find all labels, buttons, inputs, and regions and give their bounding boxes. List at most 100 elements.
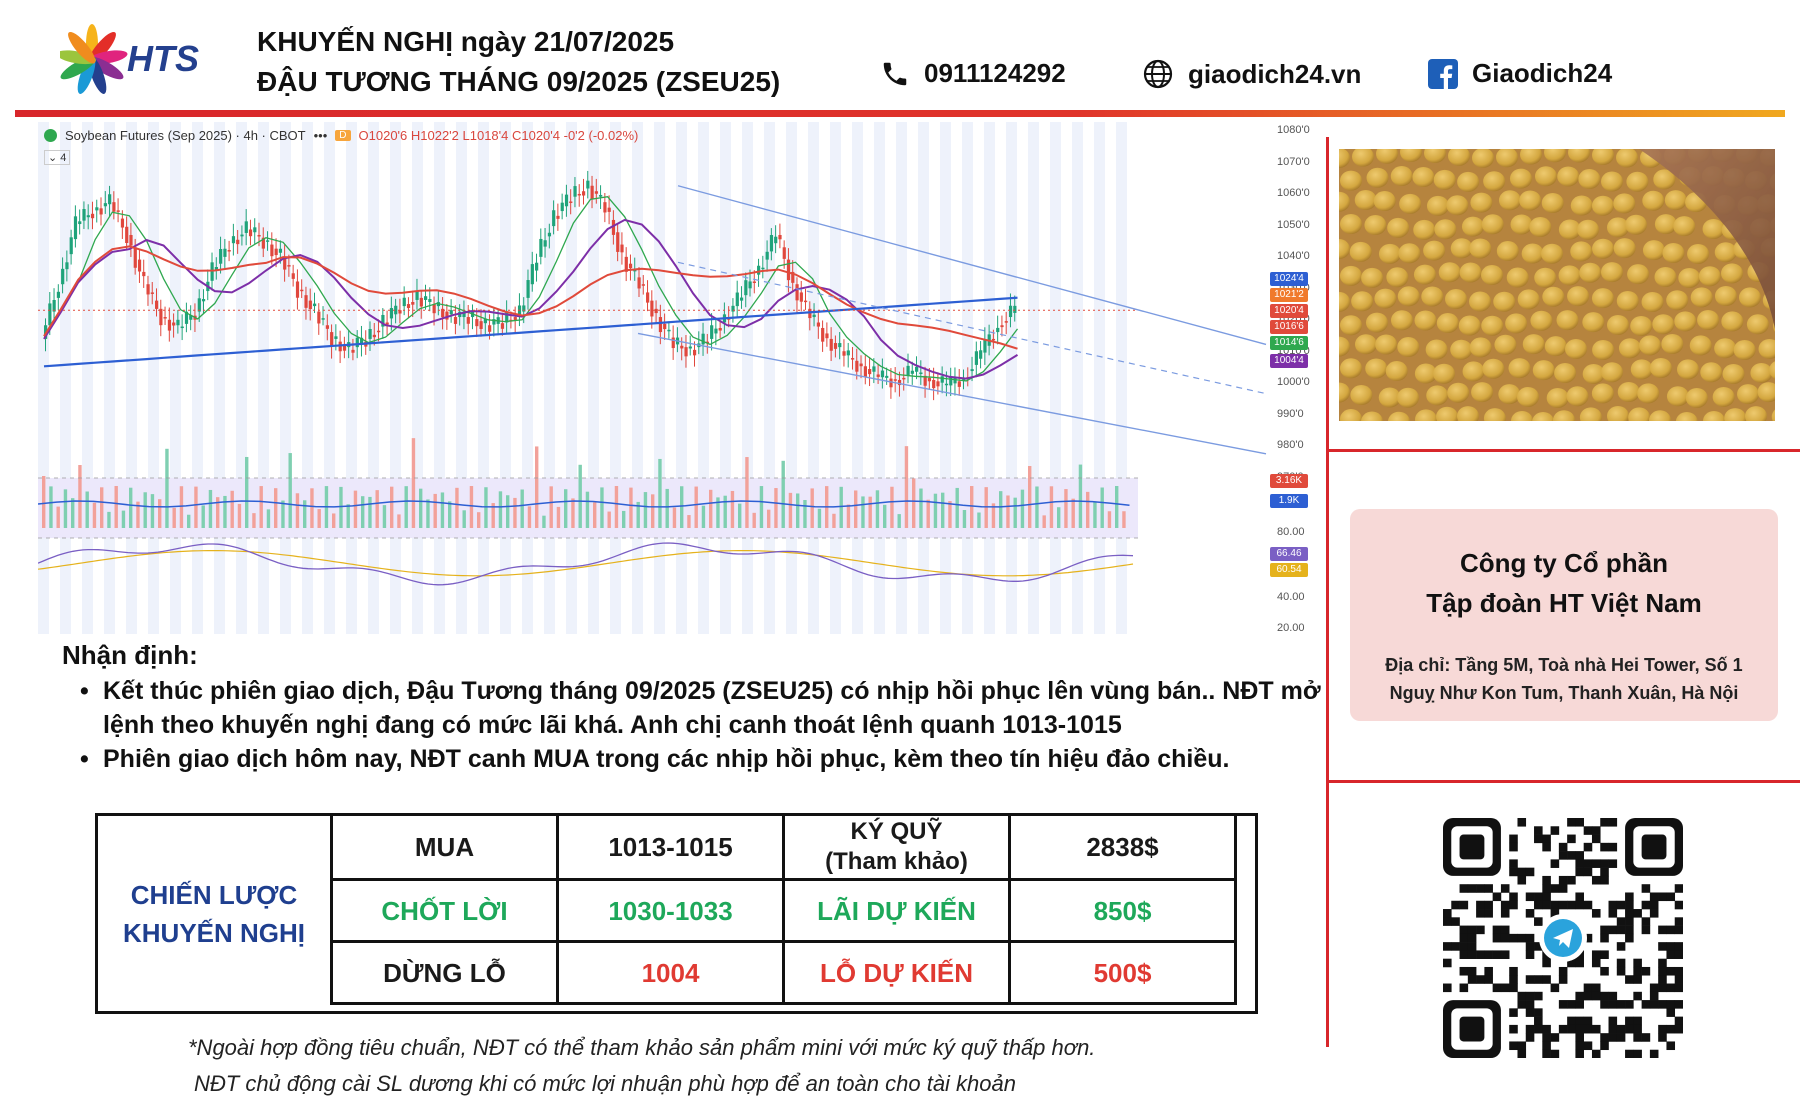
qr-module [1525,975,1535,984]
soybean [1592,149,1614,166]
volume-bar [955,487,959,528]
qr-module [1658,983,1667,993]
indicators-toggle[interactable]: ⌄ 4 [44,150,71,165]
soybean [1630,359,1653,380]
soybean [1421,286,1444,307]
expected-profit-label: LÃI DỰ KIẾN [782,878,1011,943]
rsi-axis-label: 40.00 [1277,591,1305,603]
volume-bar [42,476,46,528]
volume-bar [498,491,503,528]
qr-module [1476,975,1485,984]
volume-bar [310,488,314,528]
opinion-bullet-2: • Phiên giao dịch hôm nay, NĐT canh MUA t… [80,742,1330,776]
qr-module [1575,1016,1584,1026]
qr-module [1658,1033,1667,1042]
volume-bar [622,510,626,528]
contact-website[interactable]: giaodich24.vn [1142,58,1361,90]
volume-bar [506,495,510,528]
margin-value: 2838$ [1008,813,1237,881]
candle-body [176,319,180,326]
qr-module [1542,884,1551,893]
qr-module [1459,925,1469,935]
volume-bar [129,487,133,528]
candle-body [816,322,821,327]
volume-bar [150,494,155,528]
company-name-line2: Tập đoàn HT Việt Nam [1426,588,1702,618]
volume-bar [404,486,408,528]
soybean [1450,238,1473,259]
logo-text: HTS [127,38,199,79]
header-divider [15,110,1785,117]
qr-module [1666,983,1676,993]
soybean [1592,238,1615,259]
candle-body [95,207,99,211]
candle-body [406,304,411,309]
more-options-icon[interactable]: ••• [313,128,328,143]
volume-bar [810,488,814,528]
price-axis-label: 1050'0 [1277,218,1310,231]
soybean [1628,407,1651,421]
volume-bar [1078,464,1083,528]
qr-module [1666,925,1676,935]
qr-module [1633,958,1642,968]
qr-module [1575,892,1584,902]
candle-body [611,219,616,235]
soybean [1340,358,1362,379]
candle-body [628,263,633,269]
qr-module [1509,1024,1518,1034]
soybean [1553,410,1575,421]
qr-module [1583,991,1593,1001]
buy-range: 1013-1015 [556,813,785,881]
candle-body [902,377,906,380]
qr-module [1517,818,1527,827]
qr-module [1550,909,1560,918]
soybean [1378,243,1401,264]
contact-facebook[interactable]: Giaodich24 [1428,58,1612,89]
candle-body [231,236,236,244]
qr-module [1525,892,1535,902]
volume-bar [926,499,930,528]
candle-body [291,273,295,279]
channel-mid-line [677,261,1267,395]
qr-code-icon[interactable] [1443,818,1683,1058]
qr-module [1542,875,1551,885]
price-tag: 1014'6 [1270,336,1308,350]
contact-phone[interactable]: 0911124292 [880,58,1066,89]
qr-module [1534,900,1543,910]
volume-bar [694,486,698,528]
price-chart[interactable] [38,122,1308,634]
qr-module [1500,900,1510,910]
soybean [1425,339,1448,360]
soybean [1613,193,1636,214]
qr-module [1575,859,1584,868]
candle-body [897,379,902,386]
volume-bar [738,503,742,528]
soybean [1579,262,1602,283]
margin-label: KÝ QUỸ (Tham khảo) [782,813,1011,881]
table-row-buy: MUA 1013-1015 KÝ QUỸ (Tham khảo) 2838$ [330,813,1237,881]
soybean [1352,149,1374,167]
qr-module [1674,1000,1683,1009]
candle-body [872,366,876,372]
soybean [1637,383,1660,404]
candle-body [910,370,914,374]
candle-body [172,322,176,326]
candle-body [236,239,240,245]
candle-body [398,310,402,314]
qr-module [1649,892,1659,902]
qr-module [1600,933,1609,943]
candle-body [1008,305,1013,318]
candle-body [654,308,658,314]
strategy-title: CHIẾN LƯỢC KHUYẾN NGHỊ [98,816,330,1011]
soybean [1558,219,1581,240]
soybean [1534,267,1557,288]
soybean [1666,386,1689,407]
facebook-icon [1428,58,1458,89]
volume-bar [1035,486,1039,528]
volume-tag: 3.16K [1270,474,1308,488]
qr-module [1459,933,1469,943]
volume-bar [353,490,358,528]
candle-body [923,375,927,386]
candle-body [295,281,300,298]
session-stripe [786,122,797,634]
